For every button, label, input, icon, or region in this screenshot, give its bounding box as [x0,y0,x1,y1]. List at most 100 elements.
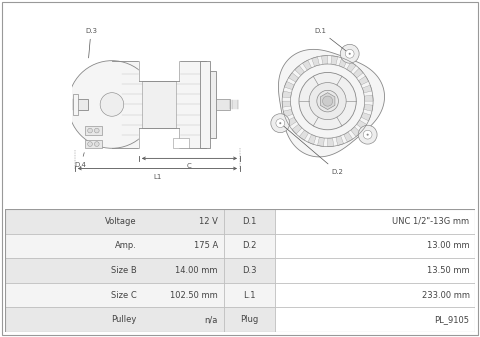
Wedge shape [308,134,316,144]
Text: Pulley: Pulley [111,315,136,324]
Wedge shape [328,138,334,147]
Wedge shape [322,56,328,64]
Bar [275,234,475,258]
Text: Size B: Size B [111,266,136,275]
Text: D.1: D.1 [242,217,257,226]
Polygon shape [139,128,180,148]
Text: D.2: D.2 [242,241,257,250]
Wedge shape [351,127,360,137]
Circle shape [88,128,92,133]
Wedge shape [284,81,294,90]
Circle shape [88,142,92,147]
Polygon shape [139,61,180,81]
Wedge shape [364,104,373,111]
Wedge shape [359,76,369,85]
Wedge shape [344,132,353,142]
Wedge shape [357,120,367,129]
Text: D.4: D.4 [75,153,87,168]
Wedge shape [282,101,291,107]
Circle shape [340,44,359,63]
Wedge shape [347,62,356,72]
Wedge shape [302,60,312,70]
Circle shape [323,96,333,106]
Bar [5,307,224,332]
Bar [275,209,475,234]
Bar [224,307,275,332]
Wedge shape [331,56,338,65]
Text: Amp.: Amp. [115,241,136,250]
Wedge shape [362,85,372,93]
Text: D.2: D.2 [282,125,343,175]
Bar [5,234,224,258]
Text: 13.50 mm: 13.50 mm [427,266,469,275]
Bar [275,283,475,307]
Text: UNC 1/2"-13G mm: UNC 1/2"-13G mm [393,217,469,226]
Text: Plug: Plug [240,315,259,324]
Wedge shape [288,73,299,82]
Wedge shape [283,109,293,117]
Text: D.3: D.3 [242,266,257,275]
Text: Voltage: Voltage [105,217,136,226]
Wedge shape [336,136,344,146]
Text: D.3: D.3 [85,28,97,58]
Wedge shape [312,57,319,66]
Polygon shape [112,61,206,148]
Bar [224,209,275,234]
Text: PL_9105: PL_9105 [434,315,469,324]
Circle shape [299,72,356,130]
Text: 13.00 mm: 13.00 mm [427,241,469,250]
Bar [275,258,475,283]
Text: 14.00 mm: 14.00 mm [175,266,218,275]
Bar [224,283,275,307]
Text: 102.50 mm: 102.50 mm [170,290,218,300]
Text: L.1: L.1 [243,290,256,300]
Wedge shape [361,113,371,121]
Bar [275,307,475,332]
Circle shape [367,134,369,136]
Circle shape [348,53,351,55]
Circle shape [363,130,372,139]
Text: Size C: Size C [111,290,136,300]
Circle shape [100,93,124,116]
Text: 175 A: 175 A [193,241,218,250]
Circle shape [95,128,99,133]
Bar [85,126,102,135]
Circle shape [345,50,354,58]
Bar [5,258,224,283]
Wedge shape [317,137,324,146]
Circle shape [290,64,365,138]
Wedge shape [339,58,348,68]
Bar [142,81,176,128]
Circle shape [317,90,338,112]
Bar [216,99,230,110]
Bar [210,71,216,138]
Text: D.1: D.1 [314,28,348,52]
Text: n/a: n/a [204,315,218,324]
Bar [85,140,102,148]
Bar [5,283,224,307]
Bar [173,138,190,148]
Circle shape [271,114,290,133]
Text: L1: L1 [153,174,162,180]
Wedge shape [287,117,297,126]
Bar [5,209,224,234]
Bar [224,258,275,283]
Wedge shape [353,68,363,78]
Wedge shape [364,95,373,101]
Bar [200,61,210,148]
Wedge shape [299,130,309,140]
Circle shape [95,142,99,147]
Text: C: C [187,163,192,170]
Circle shape [68,61,156,148]
Bar [224,234,275,258]
Bar [73,94,78,115]
Polygon shape [320,93,335,110]
Circle shape [358,125,377,144]
Circle shape [276,119,285,128]
Text: 12 V: 12 V [199,217,218,226]
Circle shape [279,122,281,124]
Text: 233.00 mm: 233.00 mm [421,290,469,300]
Bar [76,99,88,110]
Circle shape [309,83,346,120]
Polygon shape [278,50,384,157]
